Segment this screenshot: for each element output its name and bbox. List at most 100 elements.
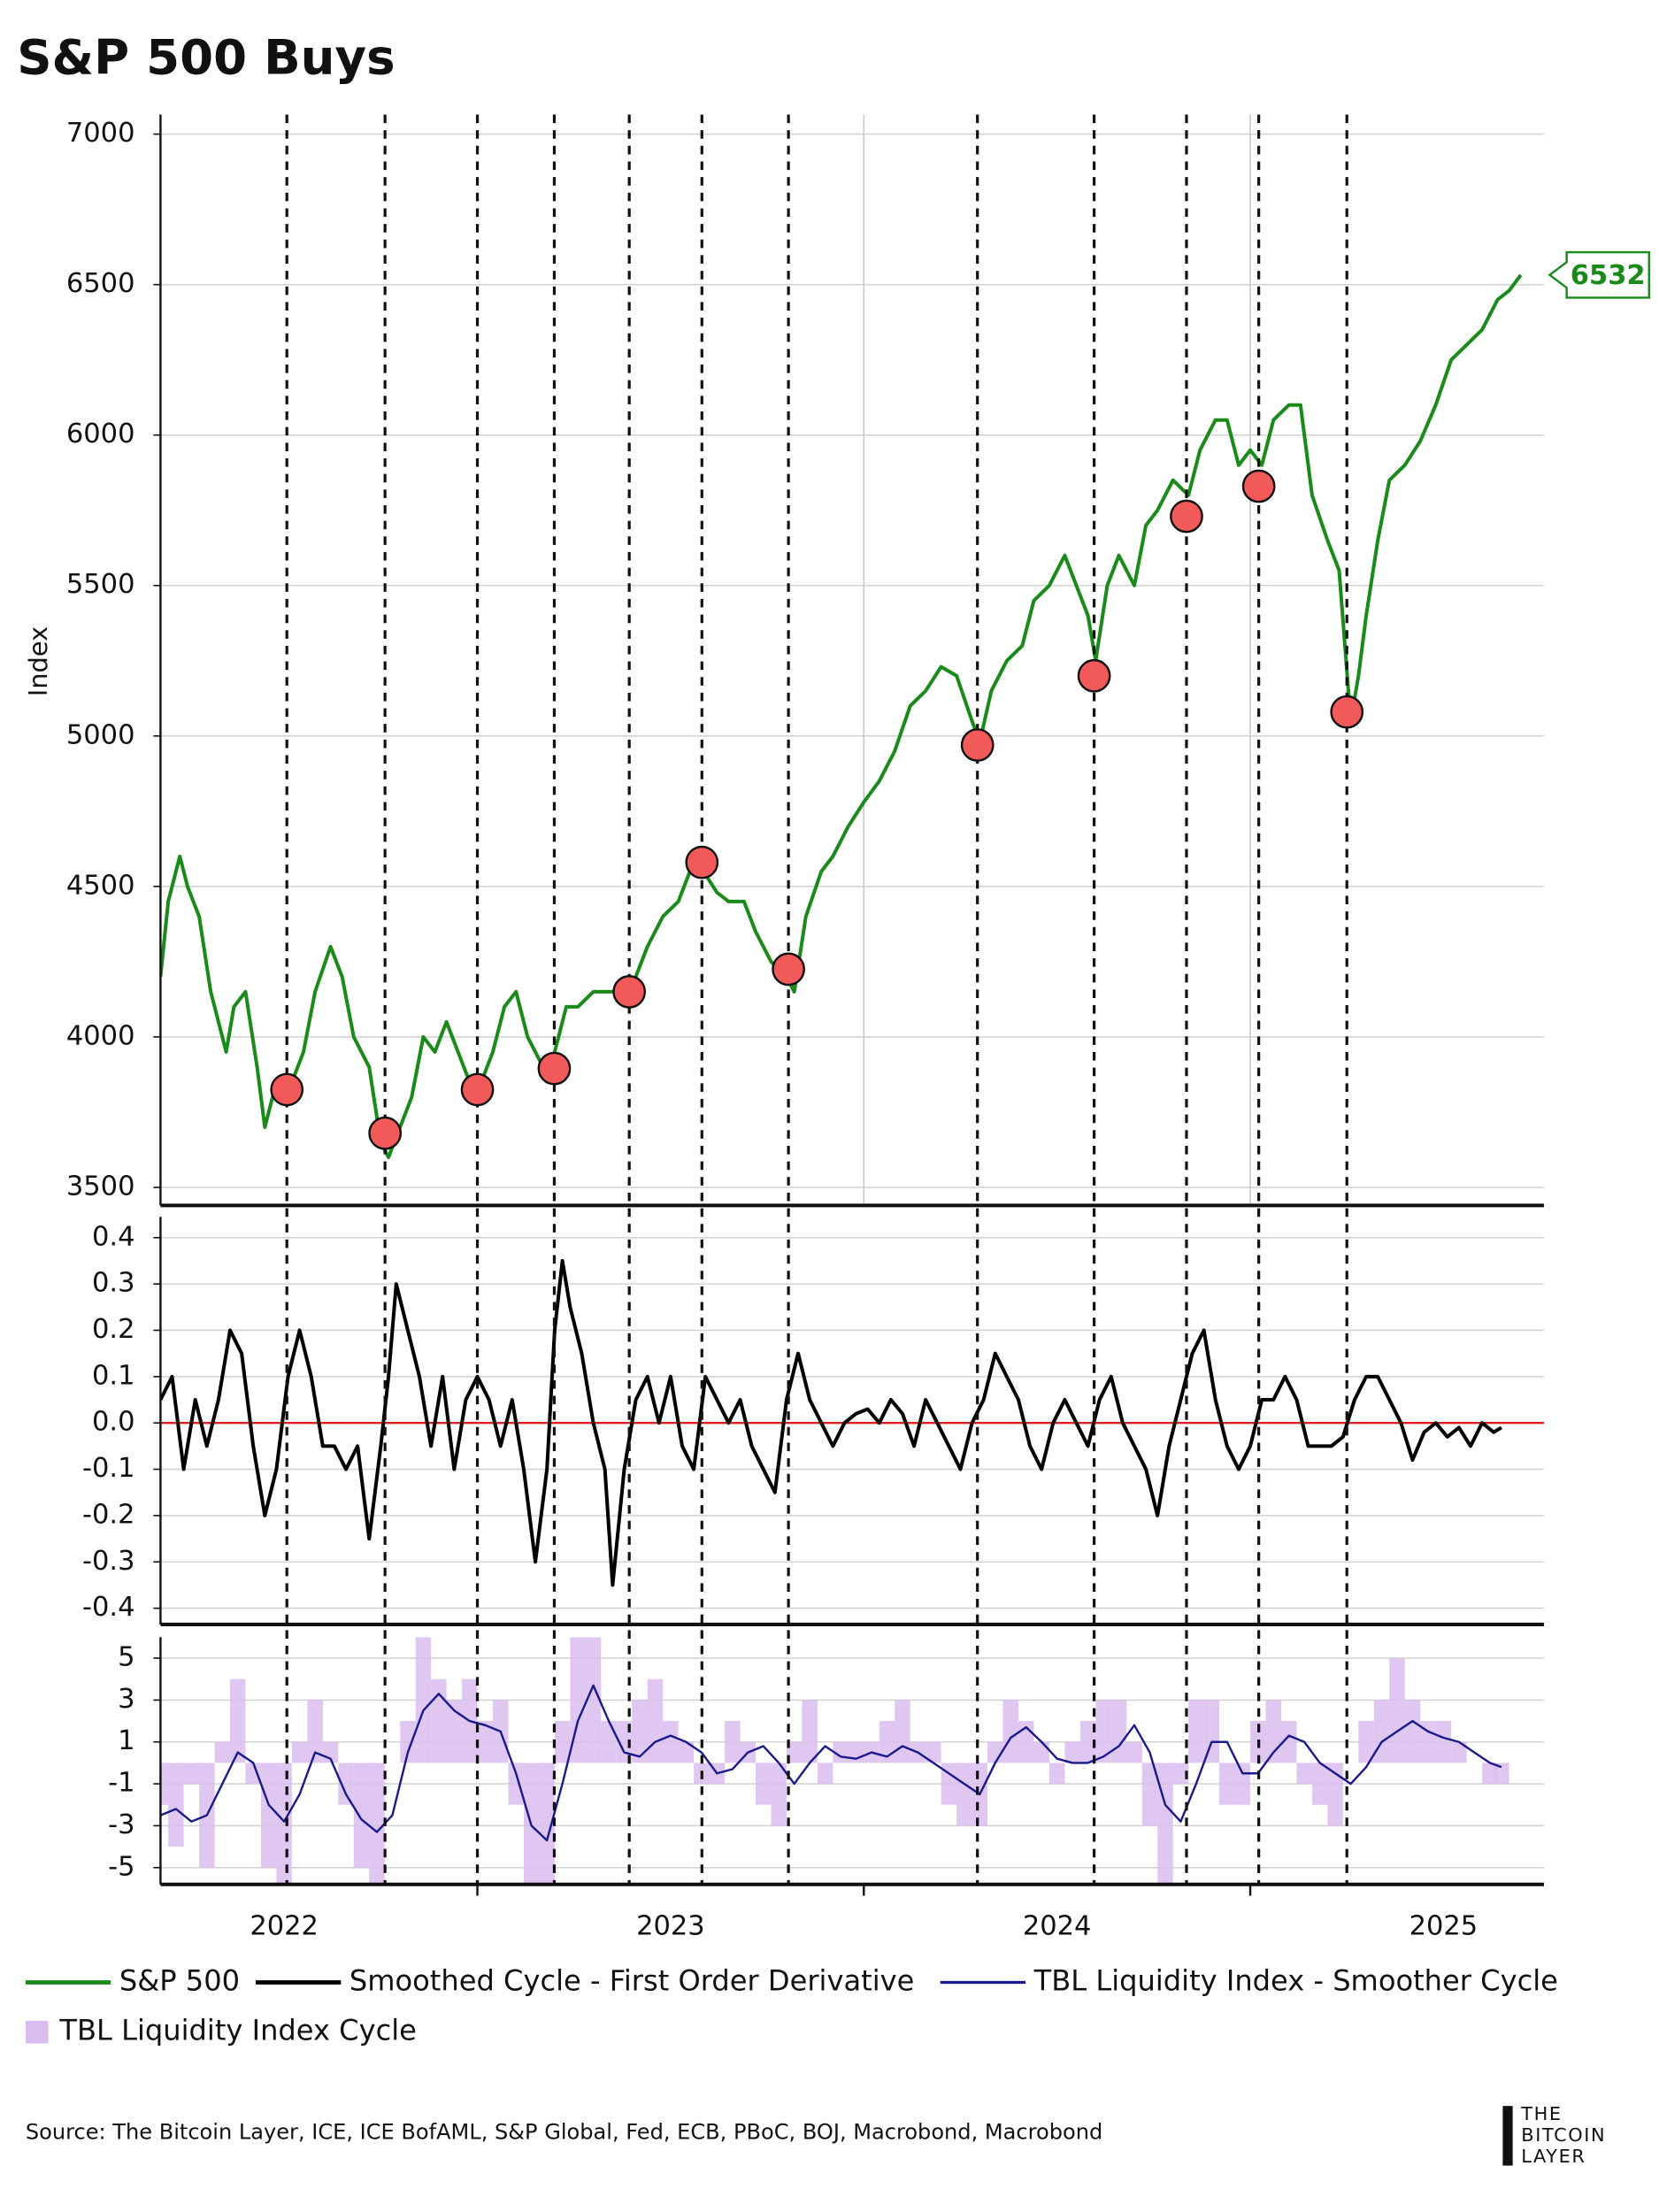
y-tick-label: -1 <box>108 1768 134 1799</box>
bar <box>400 1721 416 1763</box>
bar <box>230 1678 246 1763</box>
legend-label: Smoothed Cycle - First Order Derivative <box>349 1963 914 1997</box>
panel: -0.4 -0.3 -0.2 -0.1 0.0 0.1 0.2 0.3 0.4 <box>82 1217 1544 1626</box>
bar <box>1234 1763 1251 1805</box>
y-tick-label: 5 <box>118 1642 134 1673</box>
y-tick-label: 4000 <box>66 1020 135 1051</box>
bar <box>755 1763 772 1805</box>
buy-signal-point <box>685 845 719 879</box>
y-tick-label: -5 <box>108 1851 134 1882</box>
bar <box>1188 1700 1204 1763</box>
bar <box>1157 1763 1173 1885</box>
bar <box>1311 1763 1328 1805</box>
y-tick-label: 5500 <box>66 569 135 600</box>
y-tick-label: 0.0 <box>92 1407 135 1438</box>
x-tick-label: 2022 <box>250 1910 319 1941</box>
buy-signal-point <box>772 952 805 987</box>
bar <box>1110 1700 1127 1763</box>
bar <box>338 1763 354 1805</box>
bar <box>956 1763 972 1826</box>
panel: -5 -3 -1 1 3 5 2022 2023 2024 2025 <box>108 1637 1544 1941</box>
legend-label: TBL Liquidity Index Cycle <box>58 2014 416 2047</box>
bar <box>1373 1700 1390 1763</box>
bar <box>1327 1763 1343 1826</box>
bar <box>276 1763 292 1885</box>
bar <box>539 1763 555 1885</box>
bar <box>1451 1741 1467 1763</box>
y-tick-label: -0.2 <box>82 1499 135 1530</box>
bar <box>183 1763 200 1785</box>
bar <box>160 1763 169 1805</box>
bar <box>1494 1763 1509 1785</box>
bar <box>353 1763 370 1868</box>
bar <box>1141 1763 1158 1826</box>
bar <box>1203 1700 1220 1763</box>
y-tick-label: -3 <box>108 1809 134 1840</box>
y-tick-label: 6500 <box>66 268 135 299</box>
bar <box>1358 1721 1374 1763</box>
bar <box>508 1763 524 1805</box>
bar <box>168 1763 184 1847</box>
x-tick-label: 2025 <box>1409 1910 1479 1941</box>
buy-signal-point <box>270 1072 304 1107</box>
bar <box>647 1678 664 1763</box>
bar <box>369 1763 385 1885</box>
logo-bar <box>1502 2106 1513 2166</box>
y-tick-label: 5000 <box>66 719 135 750</box>
y-axis-label: Index <box>23 626 53 697</box>
bar <box>926 1741 941 1763</box>
y-tick-label: -0.4 <box>82 1592 135 1623</box>
y-tick-label: 3 <box>118 1684 134 1715</box>
bar <box>786 1741 803 1763</box>
source-note: Source: The Bitcoin Layer, ICE, ICE BofA… <box>26 2120 1102 2145</box>
y-tick-label: 0.4 <box>92 1221 135 1252</box>
bar <box>415 1637 432 1763</box>
bar <box>570 1637 586 1763</box>
y-tick-label: 6000 <box>66 419 135 449</box>
panel: 3500 4000 4500 5000 5500 6000 6500 7000 <box>66 114 1544 1208</box>
bar <box>1389 1658 1405 1763</box>
bar <box>817 1763 833 1785</box>
end-label-box <box>1548 250 1650 299</box>
bar <box>1002 1700 1018 1763</box>
legend-label: S&P 500 <box>119 1963 240 1997</box>
plot-area <box>160 273 1523 1159</box>
bar <box>1420 1721 1436 1763</box>
end-label: 6532 <box>1571 260 1646 291</box>
y-tick-label: 4500 <box>66 870 135 901</box>
bar <box>663 1721 679 1763</box>
bar <box>1280 1721 1297 1763</box>
y-tick-label: -0.3 <box>82 1546 135 1577</box>
bar <box>1126 1741 1142 1763</box>
bar <box>446 1700 463 1763</box>
y-tick-label: 0.3 <box>92 1268 135 1299</box>
bar <box>554 1721 571 1763</box>
bar <box>307 1700 323 1763</box>
bar <box>477 1721 494 1763</box>
bar <box>725 1721 741 1763</box>
bar <box>895 1700 910 1763</box>
logo-text: BITCOIN <box>1521 2124 1606 2146</box>
bar <box>260 1763 277 1868</box>
bar <box>1296 1763 1312 1785</box>
bar <box>1435 1721 1452 1763</box>
bar <box>601 1721 617 1763</box>
bar <box>941 1763 957 1805</box>
legend-label: TBL Liquidity Index - Smoother Cycle <box>1033 1963 1558 1997</box>
bar <box>1172 1763 1189 1785</box>
legend-swatch <box>25 2020 49 2044</box>
y-tick-label: 7000 <box>66 118 135 149</box>
series-line <box>160 273 1523 1159</box>
bar <box>431 1678 447 1763</box>
bar <box>1033 1741 1049 1763</box>
x-tick-label: 2024 <box>1023 1910 1092 1941</box>
logo-text: LAYER <box>1521 2146 1586 2167</box>
y-tick-label: 0.1 <box>92 1360 135 1391</box>
y-tick-label: 1 <box>118 1725 134 1756</box>
bar <box>291 1741 308 1763</box>
plot-area <box>160 1637 1509 1885</box>
bar <box>1079 1721 1096 1763</box>
bar <box>678 1741 695 1763</box>
